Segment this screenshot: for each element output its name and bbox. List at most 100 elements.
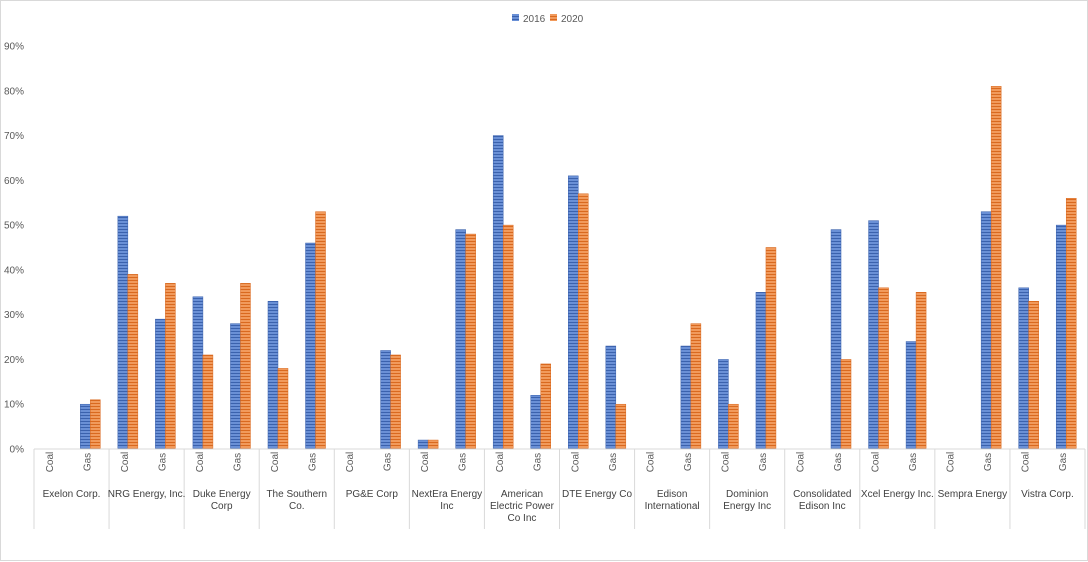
bar-2016-gas	[1055, 224, 1067, 450]
fuel-tick-label: Gas	[908, 453, 919, 471]
y-tick-label: 80%	[4, 86, 24, 97]
bar-2020-gas	[540, 363, 551, 450]
fuel-tick-label: Gas	[683, 453, 694, 471]
fuel-tick-label: Coal	[795, 452, 806, 473]
company-label: Edison Inc	[799, 501, 846, 512]
company-label: Inc	[440, 501, 453, 512]
company-label: Electric Power	[490, 501, 555, 512]
company-label: Edison	[657, 489, 688, 500]
bar-2016-coal	[868, 220, 879, 450]
y-axis: 0% 10% 20% 30% 40% 50% 60% 70% 80% 90%	[4, 42, 24, 456]
bar-2020-gas	[990, 86, 1002, 450]
chart-legend: 2016 2020	[512, 14, 584, 25]
company-label: PG&E Corp	[346, 489, 399, 500]
company-label: Exelon Corp.	[43, 489, 101, 500]
company-label: Xcel Energy Inc.	[861, 489, 934, 500]
fuel-tick-label: Coal	[420, 452, 431, 473]
fuel-tick-label: Gas	[533, 453, 544, 471]
fuel-tick-label: Gas	[157, 453, 168, 471]
bar-2016-coal	[417, 439, 429, 450]
company-label: Duke Energy	[193, 489, 251, 500]
fuel-tick-label: Coal	[946, 452, 957, 473]
bar-2020-gas	[915, 292, 927, 450]
fuel-tick-label: Gas	[82, 453, 93, 471]
y-tick-label: 60%	[4, 176, 24, 187]
company-label: Consolidated	[793, 489, 851, 500]
bar-2020-gas	[465, 233, 476, 450]
fuel-tick-label: Gas	[308, 453, 319, 471]
legend-swatch-2016	[512, 14, 519, 21]
company-label: The Southern	[266, 489, 327, 500]
bar-2020-gas	[1065, 197, 1077, 450]
fuel-tick-label: Gas	[758, 453, 769, 471]
bar-2016-gas	[755, 292, 767, 450]
fuel-tick-label: Gas	[608, 453, 619, 471]
fuel-tick-label: Coal	[120, 452, 131, 473]
fuel-tick-label: Coal	[45, 452, 56, 473]
bar-2020-coal	[878, 287, 889, 450]
y-tick-label: 50%	[4, 221, 24, 232]
fuel-tick-label: Coal	[570, 452, 581, 473]
bar-2020-coal	[578, 193, 589, 450]
bar-2016-gas	[830, 229, 842, 450]
bar-2016-coal	[1018, 287, 1029, 450]
fuel-tick-label: Coal	[345, 452, 356, 473]
x-axis: Coal Gas Exelon Corp. Coal Gas NRG Energy, In…	[33, 448, 1086, 529]
bars-layer	[80, 86, 1077, 450]
y-tick-label: 20%	[4, 355, 24, 366]
fuel-tick-label: Gas	[833, 453, 844, 471]
bar-2020-gas	[240, 283, 251, 450]
bar-2020-coal	[277, 368, 289, 450]
bar-2016-coal	[267, 300, 279, 450]
bar-2020-gas	[315, 211, 326, 450]
fuel-tick-label: Gas	[232, 453, 243, 471]
bar-2020-coal	[1028, 300, 1039, 450]
bar-2016-gas	[680, 345, 692, 450]
bar-2016-gas	[980, 211, 992, 450]
bar-2020-coal	[427, 439, 439, 450]
bar-2020-gas	[840, 359, 852, 450]
legend-label-2020: 2020	[561, 14, 584, 25]
y-tick-label: 90%	[4, 42, 24, 53]
bar-2016-coal	[492, 135, 504, 450]
fuel-tick-label: Coal	[1021, 452, 1032, 473]
fuel-tick-label: Coal	[645, 452, 656, 473]
bar-2020-coal	[728, 403, 739, 450]
fuel-tick-label: Gas	[458, 453, 469, 471]
bar-2016-gas	[80, 403, 91, 450]
fuel-tick-label: Gas	[983, 453, 994, 471]
fuel-tick-label: Coal	[720, 452, 731, 473]
bar-2016-coal	[718, 359, 729, 450]
bar-2020-coal	[202, 354, 214, 450]
company-label: NextEra Energy	[412, 489, 483, 500]
legend-swatch-2020	[550, 14, 557, 21]
company-label: Co Inc	[508, 513, 537, 524]
fuel-tick-label: Gas	[1058, 453, 1069, 471]
bar-2016-gas	[380, 350, 391, 450]
bar-2016-gas	[455, 229, 466, 450]
fuel-tick-label: Coal	[871, 452, 882, 473]
bar-2016-gas	[230, 323, 241, 450]
company-label: Vistra Corp.	[1021, 489, 1074, 500]
company-label: DTE Energy Co	[562, 489, 632, 500]
bar-2016-coal	[117, 215, 129, 450]
bar-2016-gas	[905, 341, 917, 450]
y-tick-label: 0%	[10, 445, 25, 456]
legend-label-2016: 2016	[523, 14, 546, 25]
company-label: Sempra Energy	[938, 489, 1007, 500]
bar-2020-gas	[690, 323, 702, 450]
bar-2016-coal	[192, 296, 204, 450]
company-label: Dominion	[726, 489, 768, 500]
y-tick-label: 40%	[4, 265, 24, 276]
company-label: Corp	[211, 501, 233, 512]
y-tick-label: 70%	[4, 131, 24, 142]
bar-2016-gas	[605, 345, 617, 450]
bar-2020-coal	[127, 274, 139, 450]
bar-2016-gas	[530, 395, 541, 450]
fuel-tick-label: Coal	[270, 452, 281, 473]
y-tick-label: 10%	[4, 400, 24, 411]
bar-2020-coal	[502, 224, 514, 450]
bar-2016-gas	[305, 242, 316, 450]
